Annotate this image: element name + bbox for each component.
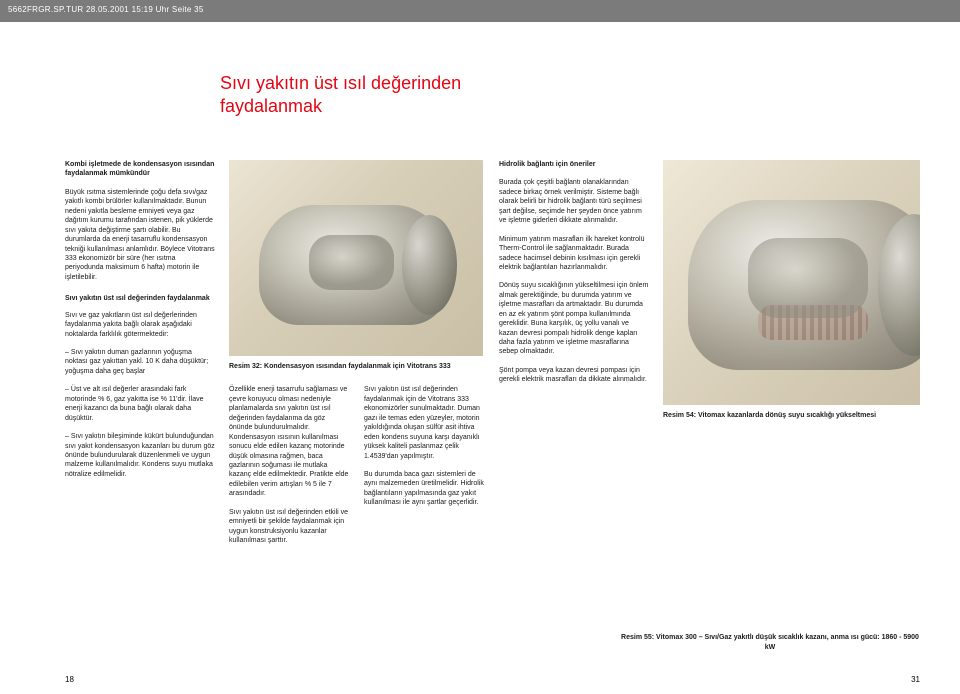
left-para-1: Büyük ısıtma sistemlerinde çoğu defa sıv… [65, 188, 215, 282]
boiler-illustration [259, 205, 449, 325]
page-number-right: 31 [911, 675, 920, 684]
mid-col-a: Özellikle enerji tasarrufu sağlaması ve … [229, 385, 350, 554]
title-line1: Sıvı yakıtın üst ısıl değerinden [220, 73, 461, 93]
right-p1: Burada çok çeşitli bağlantı olanaklarınd… [499, 178, 649, 225]
right-p3: Dönüş suyu sıcaklığının yükseltilmesi iç… [499, 281, 649, 357]
figure-54: Resim 54: Vitomax kazanlarda dönüş suyu … [663, 160, 920, 420]
boiler-tubes [758, 305, 868, 340]
left-bullet-3: – Sıvı yakıtın bileşiminde kükürt bulund… [65, 432, 215, 479]
column-middle: Resim 32: Kondensasyon ısısından faydala… [229, 160, 485, 664]
right-text-block: Hidrolik bağlantı için öneriler Burada ç… [499, 160, 649, 420]
left-bullet-2: – Üst ve alt ısıl değerler arasındaki fa… [65, 385, 215, 423]
mid-two-columns: Özellikle enerji tasarrufu sağlaması ve … [229, 385, 485, 554]
mid-b-p2: Bu durumda baca gazı sistemleri de aynı … [364, 470, 485, 508]
figure-54-image [663, 160, 920, 405]
page-number-left: 18 [65, 675, 74, 684]
page-title: Sıvı yakıtın üst ısıl değerinden faydala… [220, 72, 461, 117]
mid-a-p2: Sıvı yakıtın üst ısıl değerinden etkili … [229, 508, 350, 546]
mid-b-p1: Sıvı yakıtın üst ısıl değerinden faydala… [364, 385, 485, 461]
column-left: Kombi işletmede de kondensasyon ısısında… [65, 160, 215, 664]
mid-a-p1: Özellikle enerji tasarrufu sağlaması ve … [229, 385, 350, 498]
boiler-cutaway [688, 200, 920, 370]
right-heading: Hidrolik bağlantı için öneriler [499, 160, 649, 169]
right-p4: Şönt pompa veya kazan devresi pompası iç… [499, 366, 649, 385]
header-text: 5662FRGR.SP.TUR 28.05.2001 15:19 Uhr Sei… [8, 5, 204, 14]
right-p2: Minimum yatırım masrafları ilk hareket k… [499, 235, 649, 273]
figure-32-image [229, 160, 483, 356]
left-heading-1: Kombi işletmede de kondensasyon ısısında… [65, 160, 215, 179]
content-grid: Kombi işletmede de kondensasyon ısısında… [65, 160, 920, 664]
left-bullet-1: – Sıvı yakıtın duman gazlarının yoğuşma … [65, 348, 215, 376]
figure-54-caption: Resim 54: Vitomax kazanlarda dönüş suyu … [663, 411, 920, 420]
header-strip: 5662FRGR.SP.TUR 28.05.2001 15:19 Uhr Sei… [0, 0, 960, 22]
left-heading-2: Sıvı yakıtın üst ısıl değerinden faydala… [65, 294, 215, 303]
right-upper-row: Hidrolik bağlantı için öneriler Burada ç… [499, 160, 920, 420]
figure-32-caption: Resim 32: Kondensasyon ısısından faydala… [229, 362, 485, 371]
left-para-2: Sıvı ve gaz yakıtların üst ısıl değerler… [65, 311, 215, 339]
figure-55-caption: Resim 55: Vitomax 300 – Sıvı/Gaz yakıtlı… [620, 633, 920, 652]
title-line2: faydalanmak [220, 96, 322, 116]
column-right: Hidrolik bağlantı için öneriler Burada ç… [499, 160, 920, 664]
figure-32: Resim 32: Kondensasyon ısısından faydala… [229, 160, 485, 371]
mid-col-b: Sıvı yakıtın üst ısıl değerinden faydala… [364, 385, 485, 554]
